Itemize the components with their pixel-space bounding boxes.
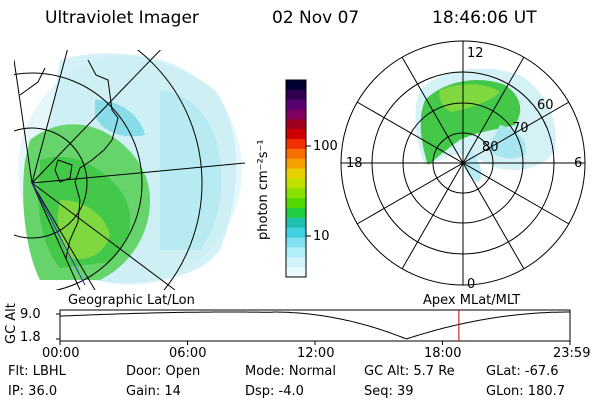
timeline-xtick-2359: 23:59	[553, 346, 591, 361]
polar-map-label: Apex MLat/MLT	[423, 293, 521, 308]
colorbar-segment	[286, 168, 306, 179]
mlt-label-6: 6	[574, 156, 583, 171]
lat-lon-grid	[14, 50, 246, 290]
timeline-ytick-9: 9.0	[20, 307, 41, 322]
instrument-title: Ultraviolet Imager	[45, 8, 199, 28]
colorbar-segment	[286, 257, 306, 268]
altitude-curve	[59, 311, 570, 340]
info-seq: Seq: 39	[364, 384, 414, 399]
colorbar-segment	[286, 208, 306, 219]
colorbar-segment	[286, 178, 306, 189]
colorbar-tick-100: 100	[313, 139, 338, 154]
timeline-xtick-0000: 00:00	[42, 346, 80, 361]
colorbar-segment	[286, 267, 306, 278]
colorbar-segment	[286, 237, 306, 248]
observation-date: 02 Nov 07	[272, 8, 360, 28]
colorbar-segment	[286, 247, 306, 258]
geo-map-label: Geographic Lat/Lon	[68, 293, 195, 308]
colorbar-segment	[286, 109, 306, 120]
colorbar-segment	[286, 217, 306, 229]
mlat-label-70: 70	[512, 121, 529, 136]
info-ip: IP: 36.0	[8, 384, 58, 399]
timeline-xtick-1800: 18:00	[424, 346, 462, 361]
colorbar-tick-10: 10	[313, 229, 330, 244]
info-glat: GLat: -67.6	[486, 364, 559, 379]
info-door: Door: Open	[126, 364, 201, 379]
colorbar-segment	[286, 129, 306, 140]
mlt-label-0: 0	[467, 277, 476, 292]
timeline-xtick-0600: 06:00	[169, 346, 207, 361]
colorbar-segment	[286, 99, 306, 111]
info-gain: Gain: 14	[126, 384, 181, 399]
mlt-label-18: 18	[346, 156, 363, 171]
mlt-label-12: 12	[467, 46, 484, 61]
mlat-mlt-grid	[340, 40, 586, 286]
colorbar-segment	[286, 148, 306, 160]
colorbar-segment	[286, 80, 306, 91]
colorbar-segment	[286, 139, 306, 150]
colorbar-segment	[286, 198, 306, 209]
colorbar-segment	[286, 188, 306, 199]
info-filter: Flt: LBHL	[8, 364, 66, 379]
colorbar-segment	[286, 89, 306, 101]
timeline-ylabel: GC Alt	[4, 303, 19, 344]
colorbar-segment	[286, 119, 306, 130]
info-glon: GLon: 180.7	[486, 384, 566, 399]
colorbar-segment	[286, 227, 306, 239]
observation-time: 18:46:06 UT	[432, 8, 537, 28]
timeline-xtick-1200: 12:00	[297, 346, 335, 361]
timeline-ytick-1-8: 1.8	[20, 330, 41, 345]
info-mode: Mode: Normal	[245, 364, 336, 379]
mlat-label-60: 60	[537, 98, 554, 113]
colorbar-segment	[286, 158, 306, 170]
info-gc-alt: GC Alt: 5.7 Re	[364, 364, 455, 379]
mlat-label-80: 80	[482, 140, 499, 155]
coastline	[19, 59, 119, 259]
info-dsp: Dsp: -4.0	[245, 384, 304, 399]
